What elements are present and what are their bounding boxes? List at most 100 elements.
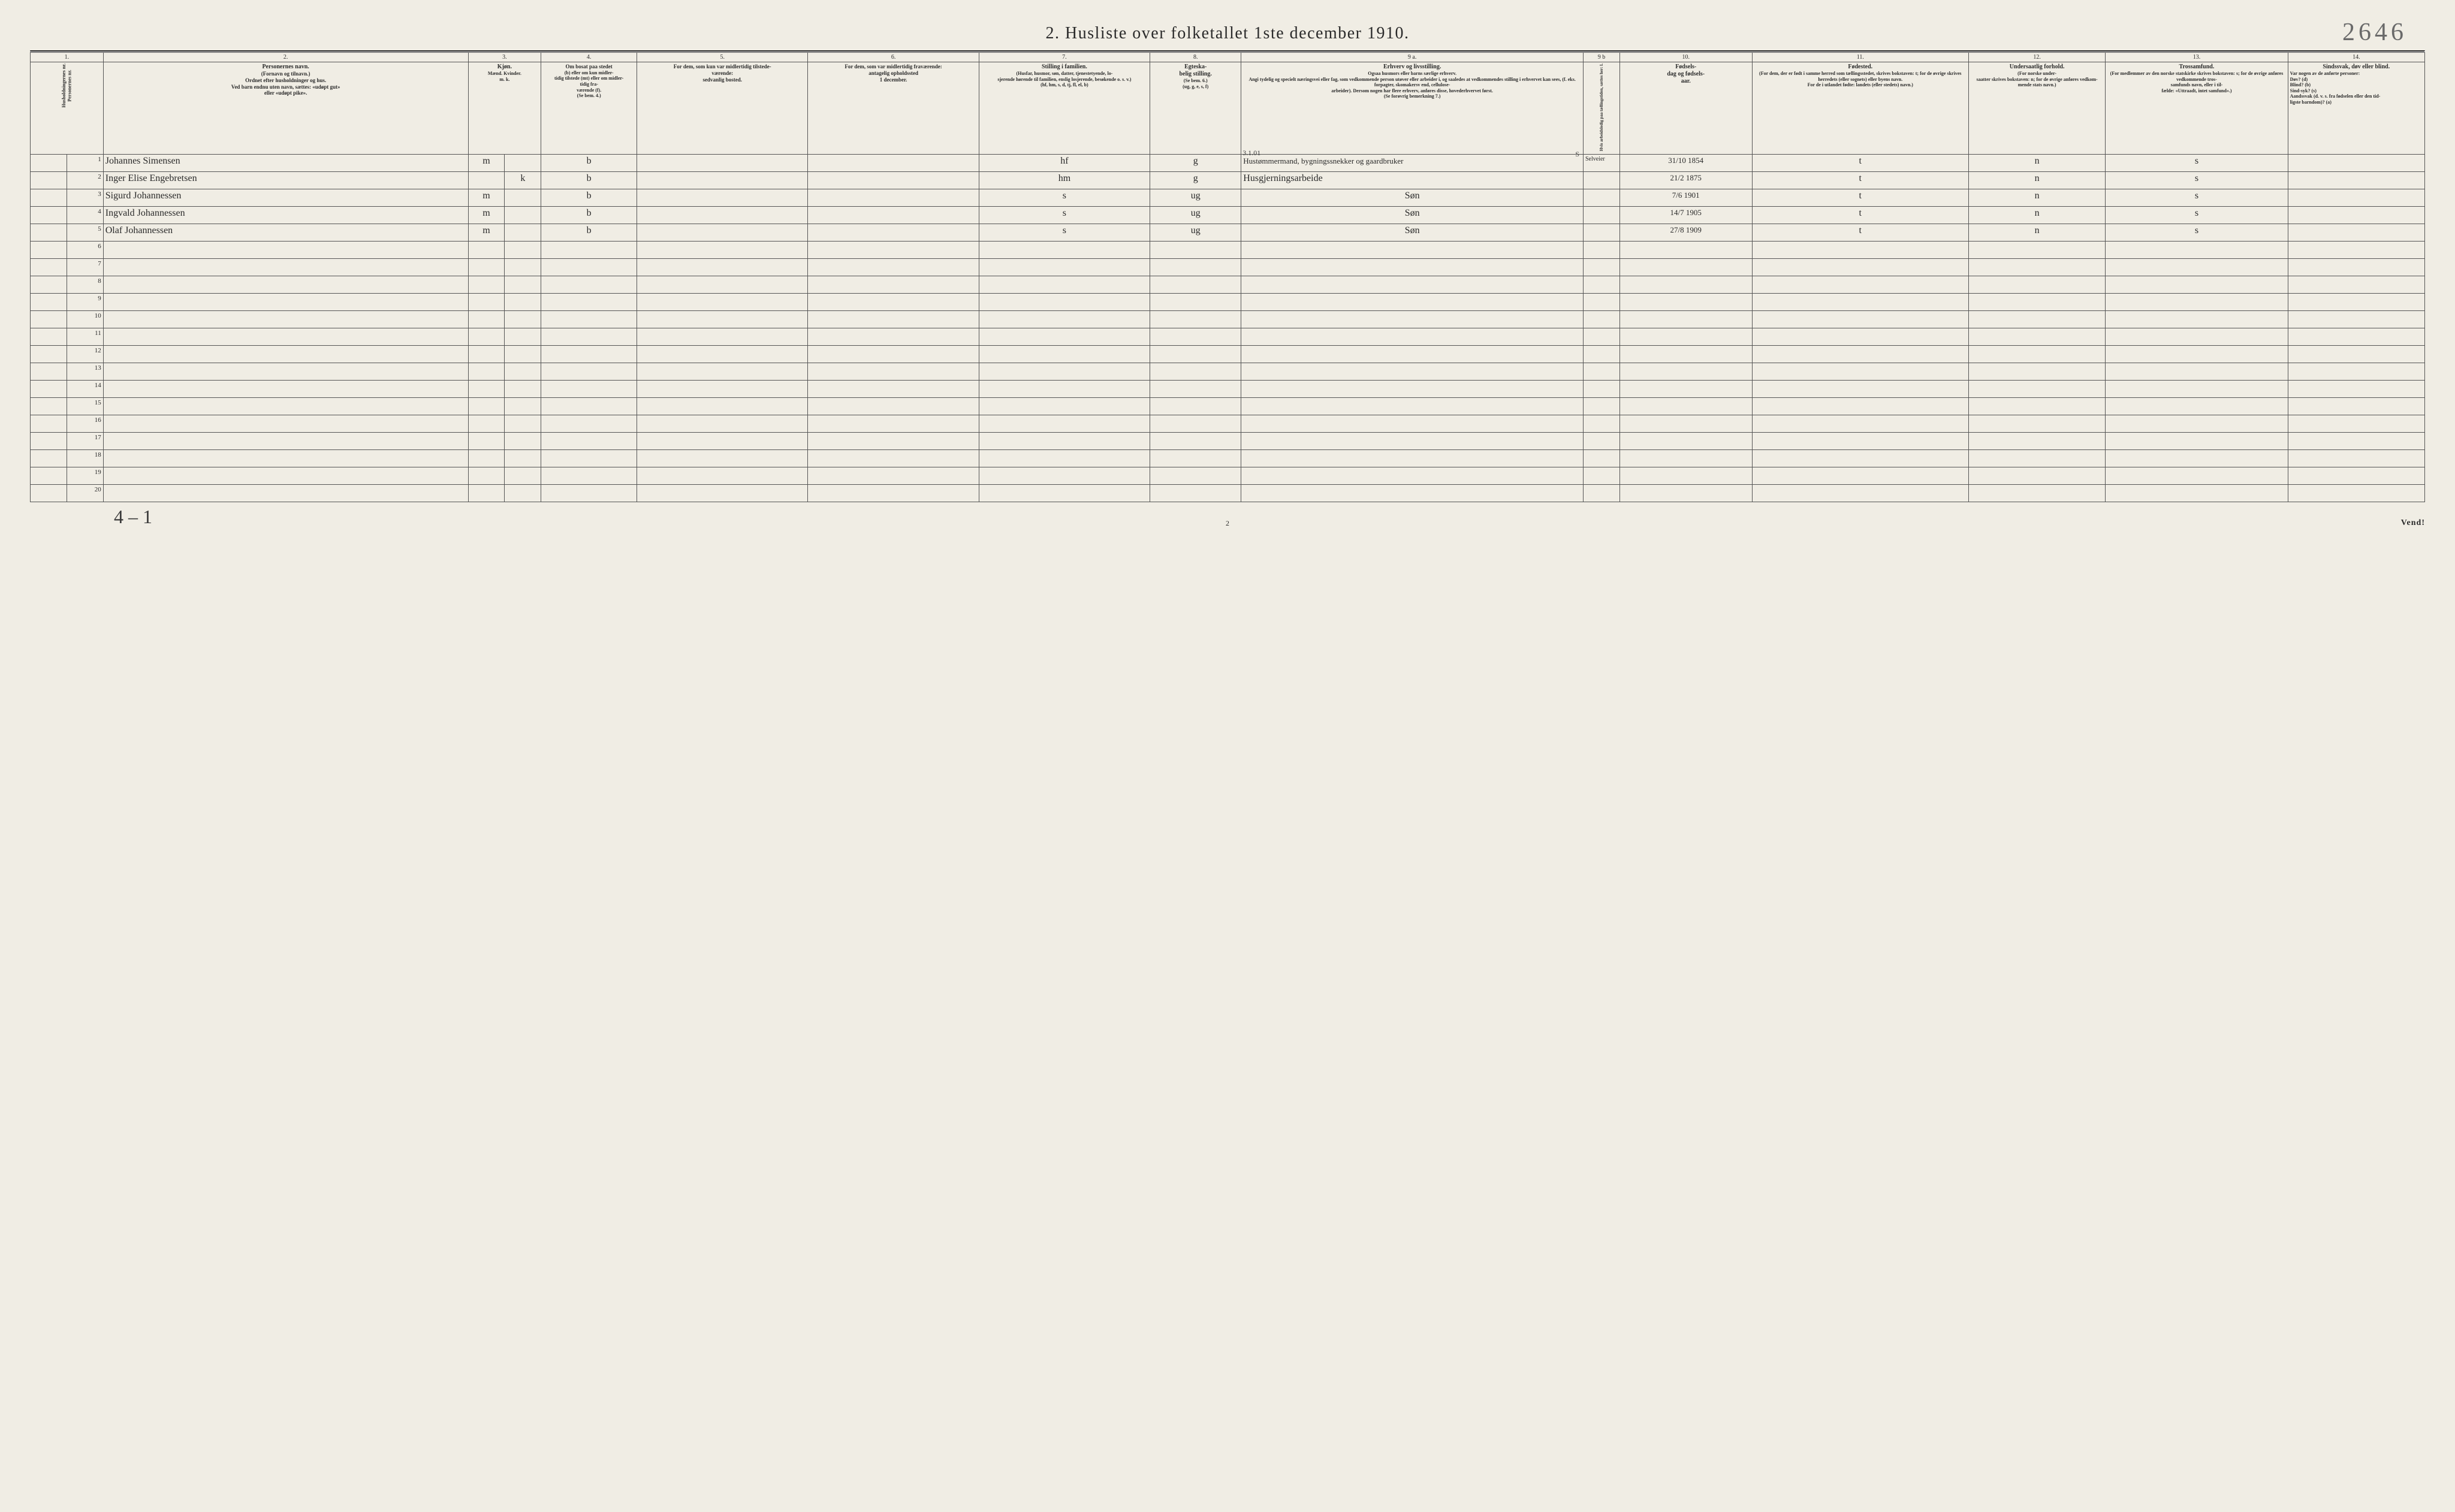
cell-bp: t <box>1752 207 1968 224</box>
cell-dob: 21/2 1875 <box>1619 172 1752 189</box>
bottom-handwritten-tally: 4 – 1 <box>114 506 152 528</box>
cell-occ: 3.1.01 Hustømmermand, bygnings­snekker o… <box>1241 155 1584 172</box>
hdr-6-title: For dem, som var midlertidig fraværende: <box>810 64 976 70</box>
cell-res: b <box>541 189 637 207</box>
hdr-9b-text: Hvis arbeidsledig paa tællingstiden, sæt… <box>1599 64 1604 151</box>
cell-c6 <box>808 172 979 189</box>
cell-c6 <box>808 189 979 207</box>
handwritten-page-number: 2646 <box>2342 18 2407 47</box>
person-num: 16 <box>67 415 103 433</box>
occ-annot3: Selveier <box>1585 156 1605 162</box>
occ-annot-s: S <box>1575 150 1579 159</box>
hdr-6: For dem, som var midlertidig fraværende:… <box>808 62 979 155</box>
cell-9b <box>1584 189 1620 207</box>
person-num: 17 <box>67 433 103 450</box>
cell-mar: ug <box>1150 207 1241 224</box>
cell-occ: Søn <box>1241 207 1584 224</box>
hdr-7: Stilling i familien. (Husfar, husmor, sø… <box>979 62 1150 155</box>
hdr-13: Trossamfund. (For medlemmer av den norsk… <box>2106 62 2288 155</box>
cell-sex-m: m <box>468 189 505 207</box>
hdr-12: Undersaatlig forhold. (For norske under-… <box>1968 62 2105 155</box>
person-num: 13 <box>67 363 103 381</box>
table-row-empty: 10 <box>31 311 2425 328</box>
cell-res: b <box>541 155 637 172</box>
cell-c5 <box>637 189 808 207</box>
cell-9b: Selveier <box>1584 155 1620 172</box>
cell-rel: s <box>2106 189 2288 207</box>
hdr-14-sub: Var nogen av de anførte personer: Døv? (… <box>2290 71 2423 105</box>
colnum-11: 11. <box>1752 53 1968 62</box>
cell-9b <box>1584 224 1620 242</box>
cell-sex-k <box>505 155 541 172</box>
hdr-5-sub: sedvanlig bosted. <box>639 77 806 83</box>
hdr-14-title: Sindssvak, døv eller blind. <box>2290 64 2423 71</box>
person-num: 9 <box>67 294 103 311</box>
household-num <box>31 224 67 242</box>
hdr-2: Personernes navn. (Fornavn og tilnavn.) … <box>103 62 468 155</box>
colnum-7: 7. <box>979 53 1150 62</box>
person-num: 7 <box>67 259 103 276</box>
table-row-empty: 17 <box>31 433 2425 450</box>
colnum-4: 4. <box>541 53 637 62</box>
hdr-4-sub: (b) eller om kun midler- tidig tilstede … <box>543 70 635 99</box>
hdr-3-sub: Mænd. Kvinder. m. k. <box>471 71 539 82</box>
vend-label: Vend! <box>2401 518 2425 528</box>
hdr-3: Kjøn. Mænd. Kvinder. m. k. <box>468 62 541 155</box>
cell-c5 <box>637 224 808 242</box>
cell-c6 <box>808 224 979 242</box>
cell-c14 <box>2288 207 2424 224</box>
hdr-14: Sindssvak, døv eller blind. Var nogen av… <box>2288 62 2424 155</box>
cell-res: b <box>541 172 637 189</box>
cell-nat: n <box>1968 155 2105 172</box>
person-num: 10 <box>67 311 103 328</box>
cell-name: Inger Elise Engebretsen <box>103 172 468 189</box>
colnum-2: 2. <box>103 53 468 62</box>
colnum-6: 6. <box>808 53 979 62</box>
cell-sex-k <box>505 224 541 242</box>
cell-sex-k: k <box>505 172 541 189</box>
cell-mar: ug <box>1150 189 1241 207</box>
hdr-7-sub: (Husfar, husmor, søn, datter, tjenestety… <box>981 71 1148 88</box>
cell-fam: s <box>979 189 1150 207</box>
header-row: Husholdningernes nr. Personernes nr. Per… <box>31 62 2425 155</box>
person-num: 18 <box>67 450 103 467</box>
hdr-13-sub: (For medlemmer av den norske statskirke … <box>2107 71 2285 93</box>
hdr-1: Husholdningernes nr. Personernes nr. <box>31 62 104 155</box>
table-row-empty: 16 <box>31 415 2425 433</box>
cell-sex-k <box>505 207 541 224</box>
table-row-empty: 7 <box>31 259 2425 276</box>
cell-9b <box>1584 207 1620 224</box>
cell-fam: s <box>979 207 1150 224</box>
hdr-10-title: Fødsels- dag og fødsels- aar. <box>1622 64 1750 85</box>
cell-c5 <box>637 172 808 189</box>
cell-dob: 14/7 1905 <box>1619 207 1752 224</box>
hdr-8-title: Egteska- belig stilling. <box>1152 64 1239 78</box>
cell-bp: t <box>1752 224 1968 242</box>
cell-c14 <box>2288 189 2424 207</box>
table-row: 2 Inger Elise Engebretsen k b hm g Husgj… <box>31 172 2425 189</box>
colnum-9a: 9 a. <box>1241 53 1584 62</box>
cell-nat: n <box>1968 207 2105 224</box>
hdr-13-title: Trossamfund. <box>2107 64 2285 71</box>
cell-sex-m: m <box>468 224 505 242</box>
table-row-empty: 12 <box>31 346 2425 363</box>
colnum-14: 14. <box>2288 53 2424 62</box>
person-num: 8 <box>67 276 103 294</box>
census-form-page: 2. Husliste over folketallet 1ste decemb… <box>30 24 2425 528</box>
colnum-10: 10. <box>1619 53 1752 62</box>
cell-9b <box>1584 172 1620 189</box>
bottom-page-number: 2 <box>1226 519 1229 528</box>
occ-annot-date: 3.1.01 <box>1242 149 1260 158</box>
hdr-12-title: Undersaatlig forhold. <box>1971 64 2103 71</box>
table-row-empty: 13 <box>31 363 2425 381</box>
cell-rel: s <box>2106 224 2288 242</box>
person-num: 1 <box>67 155 103 172</box>
hdr-12-sub: (For norske under- saatter skrives bokst… <box>1971 71 2103 88</box>
hdr-1-text: Husholdningernes nr. Personernes nr. <box>61 64 73 108</box>
cell-nat: n <box>1968 224 2105 242</box>
cell-name: Olaf Johannessen <box>103 224 468 242</box>
hdr-3-title: Kjøn. <box>471 64 539 71</box>
table-row: 5 Olaf Johannessen m b s ug Søn 27/8 190… <box>31 224 2425 242</box>
table-row: 3 Sigurd Johannessen m b s ug Søn 7/6 19… <box>31 189 2425 207</box>
table-row-empty: 8 <box>31 276 2425 294</box>
